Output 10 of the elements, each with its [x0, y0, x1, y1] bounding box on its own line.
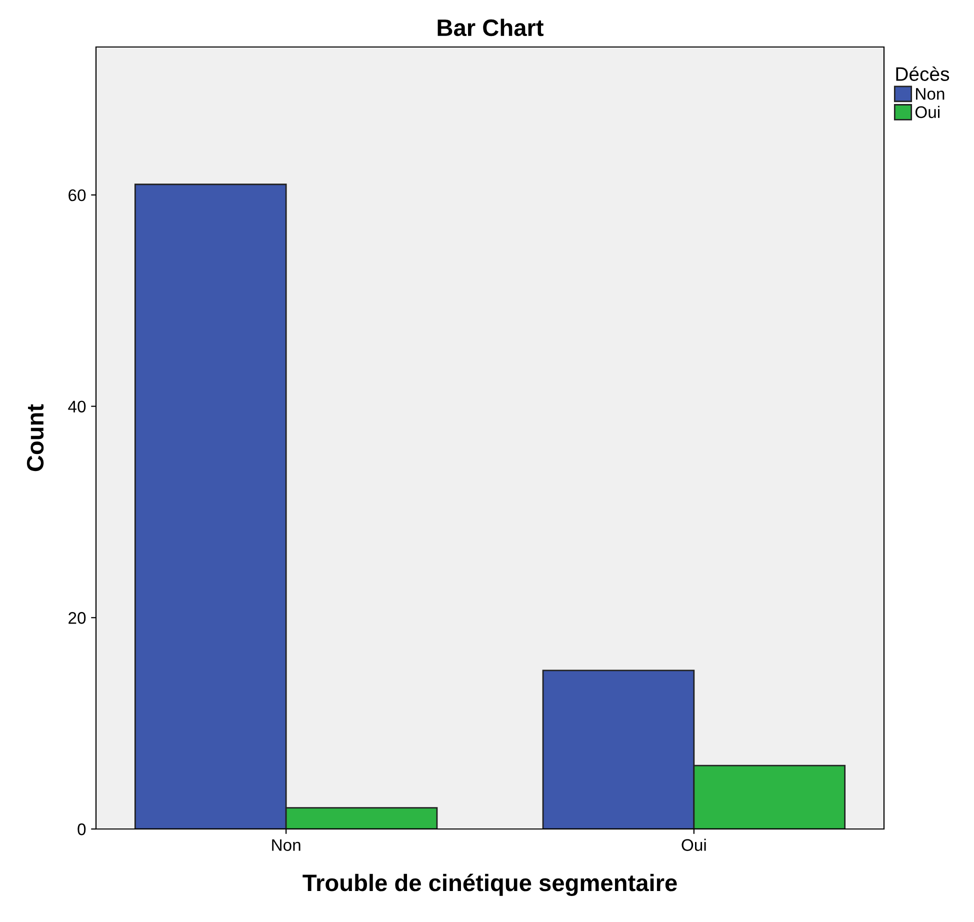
y-tick-label: 40 [68, 400, 86, 412]
legend-label: Oui [915, 106, 940, 118]
y-axis-title: Count [26, 404, 44, 472]
legend-label: Non [916, 88, 944, 100]
y-tick-label: 0 [78, 823, 86, 836]
y-tick-label: 60 [68, 189, 86, 202]
legend-title: Décès [896, 66, 950, 81]
y-tick-label: 20 [68, 612, 86, 624]
chart-title: Bar Chart [438, 18, 544, 36]
x-axis-title: Trouble de cinétique segmentaire [302, 874, 677, 896]
